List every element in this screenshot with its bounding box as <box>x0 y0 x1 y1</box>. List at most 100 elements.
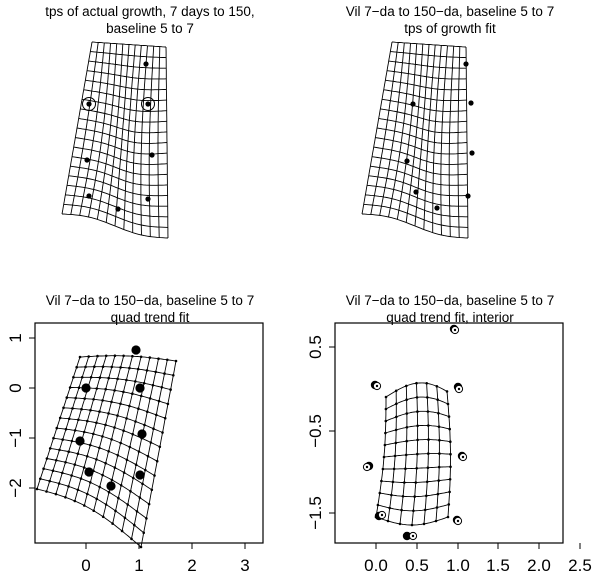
grid-line <box>405 44 424 223</box>
grid-line <box>53 437 155 476</box>
grid-node <box>142 531 145 534</box>
x-tick-label: 2.5 <box>568 556 592 575</box>
grid-node <box>132 476 135 480</box>
plot-frame <box>34 322 264 544</box>
grid-node <box>95 421 98 425</box>
grid-node <box>107 490 111 494</box>
grid-node <box>133 523 136 527</box>
grid-line <box>61 41 93 215</box>
tps-grid-plot <box>361 41 475 239</box>
grid-node <box>116 414 119 417</box>
panel-actual-growth: tps of actual growth, 7 days to 150, bas… <box>0 0 300 289</box>
landmark-point <box>86 101 92 107</box>
landmark-point <box>145 196 151 202</box>
grid-node <box>61 471 64 475</box>
grid-node <box>446 402 450 406</box>
landmark-point <box>81 383 91 393</box>
grid-node <box>448 490 451 494</box>
grid-line <box>50 447 153 491</box>
grid-node <box>104 461 107 465</box>
grid-node <box>414 481 418 484</box>
quad-interior-plot: 0.0 0.5 1.0 1.5 2.0 2.5 0.5 −0.5 −1.5 <box>306 322 592 575</box>
grid-node <box>113 466 117 469</box>
grid-node <box>166 358 169 362</box>
landmark-point <box>135 383 145 393</box>
grid-node <box>113 354 117 357</box>
panel-quad-trend: Vil 7−da to 150−da, baseline 5 to 7 quad… <box>0 289 300 578</box>
grid-node <box>134 380 137 383</box>
grid-node <box>415 381 418 385</box>
grid-node <box>58 416 62 420</box>
grid-node <box>131 432 134 436</box>
grid-node <box>110 478 114 482</box>
grid-node <box>388 506 391 510</box>
landmark-point <box>135 470 145 480</box>
grid-line <box>88 43 111 218</box>
landmark-point <box>106 481 116 491</box>
grid-line <box>396 43 418 220</box>
panel-title: tps of actual growth, 7 days to 150, <box>45 4 255 19</box>
grid-node <box>77 418 80 422</box>
grid-node <box>416 438 419 442</box>
grid-line <box>55 355 98 495</box>
grid-line <box>63 407 163 433</box>
fitted-landmark-center <box>365 465 369 469</box>
grid-node <box>61 438 64 441</box>
grid-node <box>398 522 402 526</box>
grid-node <box>45 457 49 460</box>
grid-node <box>438 452 441 455</box>
grid-node <box>110 400 113 404</box>
grid-line <box>121 358 159 532</box>
grid-node <box>89 481 92 484</box>
grid-node <box>83 397 86 400</box>
grid-node <box>101 473 104 477</box>
grid-node <box>84 365 87 369</box>
grid-node <box>82 430 86 434</box>
y-tick-label: −2 <box>6 478 25 497</box>
grid-node <box>93 365 96 368</box>
grid-node <box>380 479 383 483</box>
grid-node <box>73 463 77 466</box>
grid-line <box>79 355 177 362</box>
fitted-landmark-center <box>375 384 379 388</box>
grid-node <box>137 407 140 410</box>
grid-node <box>119 484 123 487</box>
grid-line <box>140 360 177 548</box>
grid-node <box>416 452 419 456</box>
grid-node <box>62 406 65 410</box>
y-tick-label: −1 <box>6 428 25 447</box>
grid-node <box>384 419 388 423</box>
landmark-point <box>469 150 475 156</box>
grid-node <box>149 441 153 444</box>
grid-node <box>96 354 99 358</box>
grid-node <box>134 463 138 466</box>
grid-node <box>382 455 386 459</box>
panel-subtitle: tps of growth fit <box>404 21 496 36</box>
grid-node <box>80 376 84 379</box>
grid-node <box>52 436 55 440</box>
grid-node <box>125 458 129 462</box>
grid-node <box>405 412 409 415</box>
grid-node <box>386 519 390 523</box>
grid-node <box>67 417 71 421</box>
grid-line <box>56 427 158 462</box>
grid-line <box>79 42 105 216</box>
grid-node <box>437 425 441 428</box>
panel-title: Vil 7−da to 150−da, baseline 5 to 7 <box>45 293 255 308</box>
grid-line <box>157 46 161 238</box>
grid-node <box>126 503 129 506</box>
panel-quad-interior: Vil 7−da to 150−da, baseline 5 to 7 quad… <box>300 289 600 578</box>
grid-node <box>136 367 140 371</box>
grid-node <box>104 354 108 358</box>
grid-node <box>435 506 439 509</box>
grid-node <box>146 454 150 458</box>
tps-grid-plot <box>61 41 169 239</box>
grid-node <box>110 438 113 441</box>
grid-node <box>157 357 160 360</box>
landmark-point <box>75 436 85 446</box>
grid-line <box>46 356 90 492</box>
grid-node <box>51 469 55 472</box>
grid-node <box>426 466 430 469</box>
grid-node <box>92 398 95 401</box>
grid-node <box>107 412 110 415</box>
